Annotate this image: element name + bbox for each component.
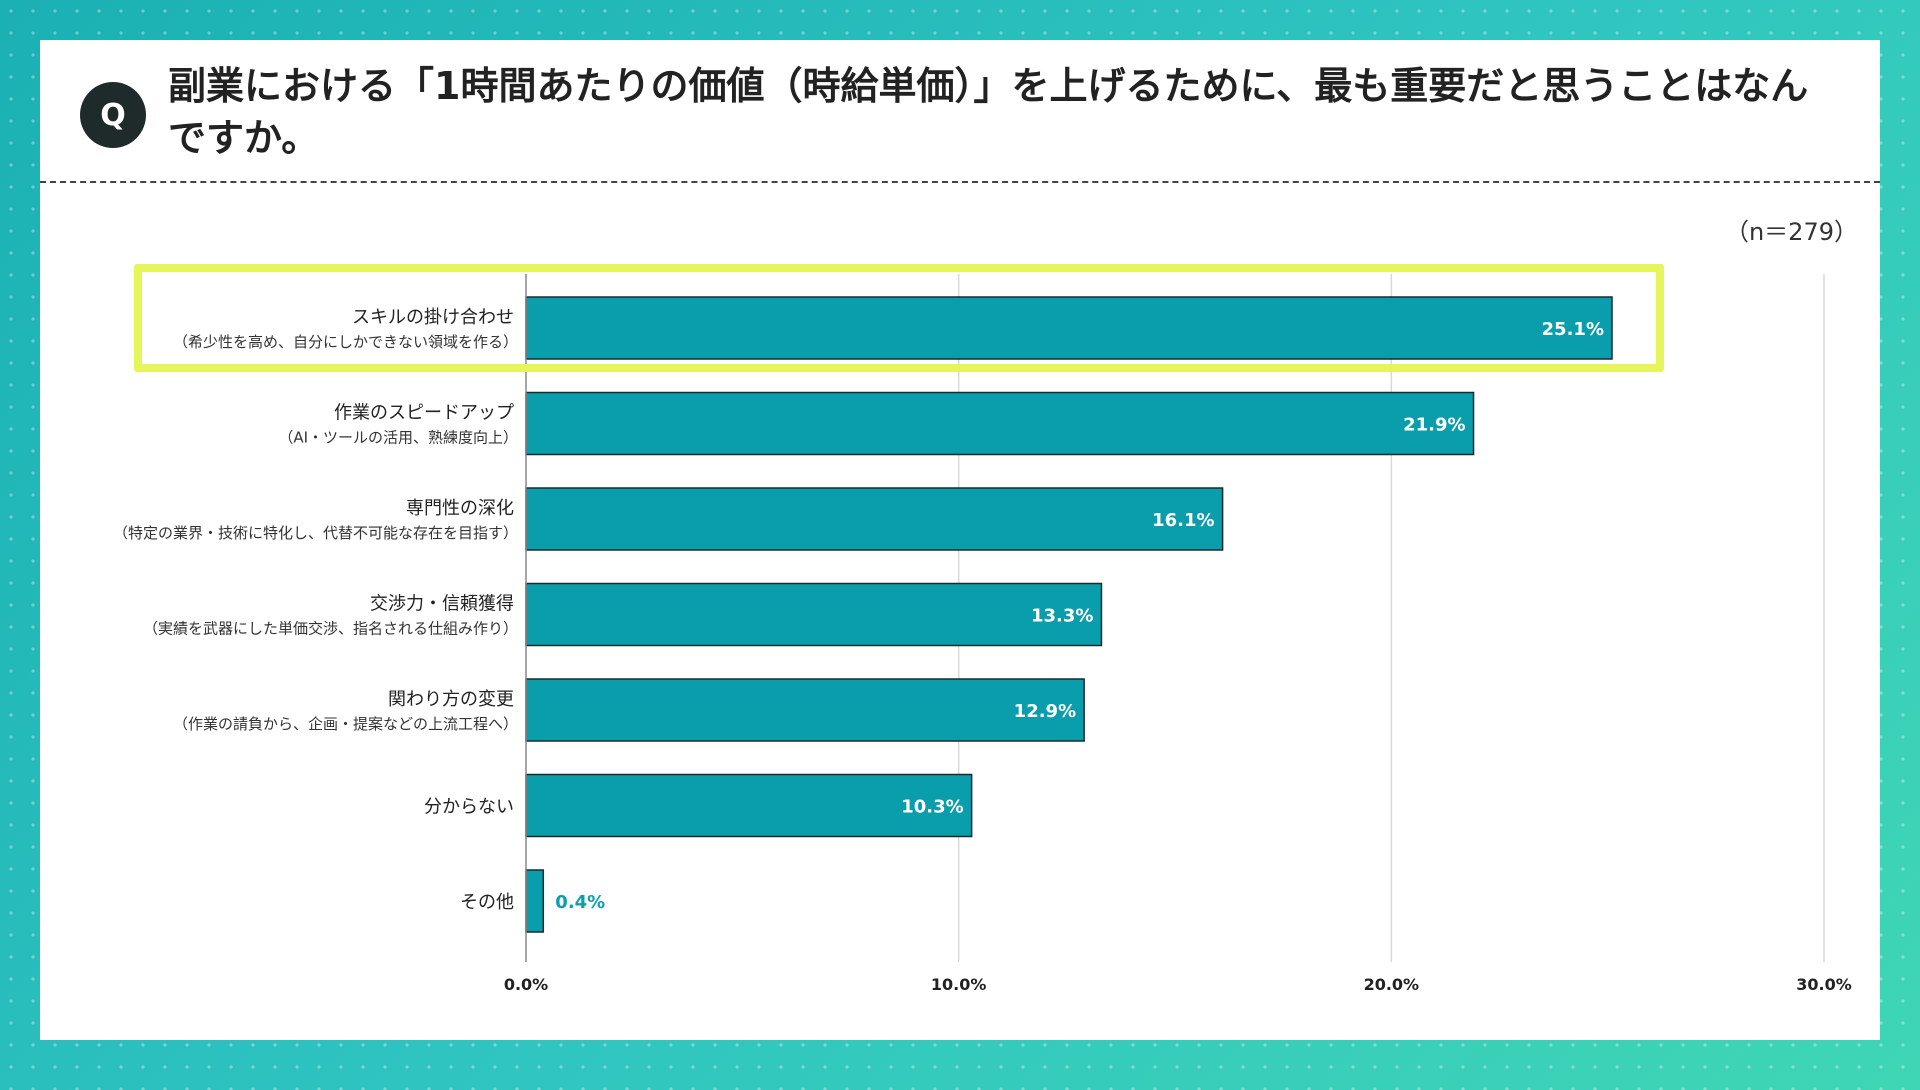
- data-label: 0.4%: [555, 892, 605, 913]
- question-badge: Q: [80, 82, 146, 148]
- category-label: 交渉力・信頼獲得: [370, 594, 514, 615]
- category-note: （実績を武器にした単価交渉、指名される仕組み作り）: [143, 620, 518, 638]
- category-note: （作業の請負から、企画・提案などの上流工程へ）: [173, 715, 518, 733]
- highlight-box: [134, 264, 1664, 372]
- bar: [525, 678, 1085, 742]
- category-note: （希少性を高め、自分にしかできない領域を作る）: [173, 333, 518, 351]
- category-note: （AI・ツールの活用、熟練度向上）: [278, 429, 518, 447]
- category-label: 専門性の深化: [406, 498, 514, 519]
- sample-size-label: （n＝279）: [1724, 218, 1858, 246]
- x-tick-label: 0.0%: [504, 975, 548, 994]
- data-label: 13.3%: [1031, 606, 1093, 627]
- category-label: 作業のスピードアップ: [334, 403, 514, 424]
- category-note: （特定の業界・技術に特化し、代替不可能な存在を目指す）: [113, 524, 518, 542]
- category-label: その他: [460, 892, 514, 913]
- bar-chart: 0.0% 10.0% 20.0% 30.0% 25.1% スキルの掛け合わせ （希少性を高め…: [113, 274, 1852, 994]
- bar: [525, 487, 1224, 551]
- category-label: 関わり方の変更: [388, 689, 514, 710]
- data-label: 16.1%: [1152, 510, 1214, 531]
- x-tick-label: 30.0%: [1796, 975, 1852, 994]
- bar: [525, 773, 973, 838]
- x-tick-label: 20.0%: [1364, 975, 1420, 994]
- bar: [525, 582, 1103, 647]
- category-label: 分からない: [424, 797, 514, 818]
- data-label: 10.3%: [901, 797, 963, 818]
- category-label: スキルの掛け合わせ: [352, 307, 514, 328]
- question-title: 副業における「1時間あたりの価値（時給単価）」を上げるために、最も重要だと思うこ…: [168, 64, 1809, 160]
- data-label: 12.9%: [1014, 701, 1076, 722]
- bar: [525, 391, 1475, 456]
- bar: [525, 869, 545, 933]
- x-tick-label: 10.0%: [931, 975, 987, 994]
- data-label: 21.9%: [1403, 415, 1465, 436]
- dashed-divider: [40, 181, 1880, 183]
- chart-card: Q 副業における「1時間あたりの価値（時給単価）」を上げるために、最も重要だと思…: [40, 40, 1880, 1040]
- data-label: 25.1%: [1542, 319, 1604, 340]
